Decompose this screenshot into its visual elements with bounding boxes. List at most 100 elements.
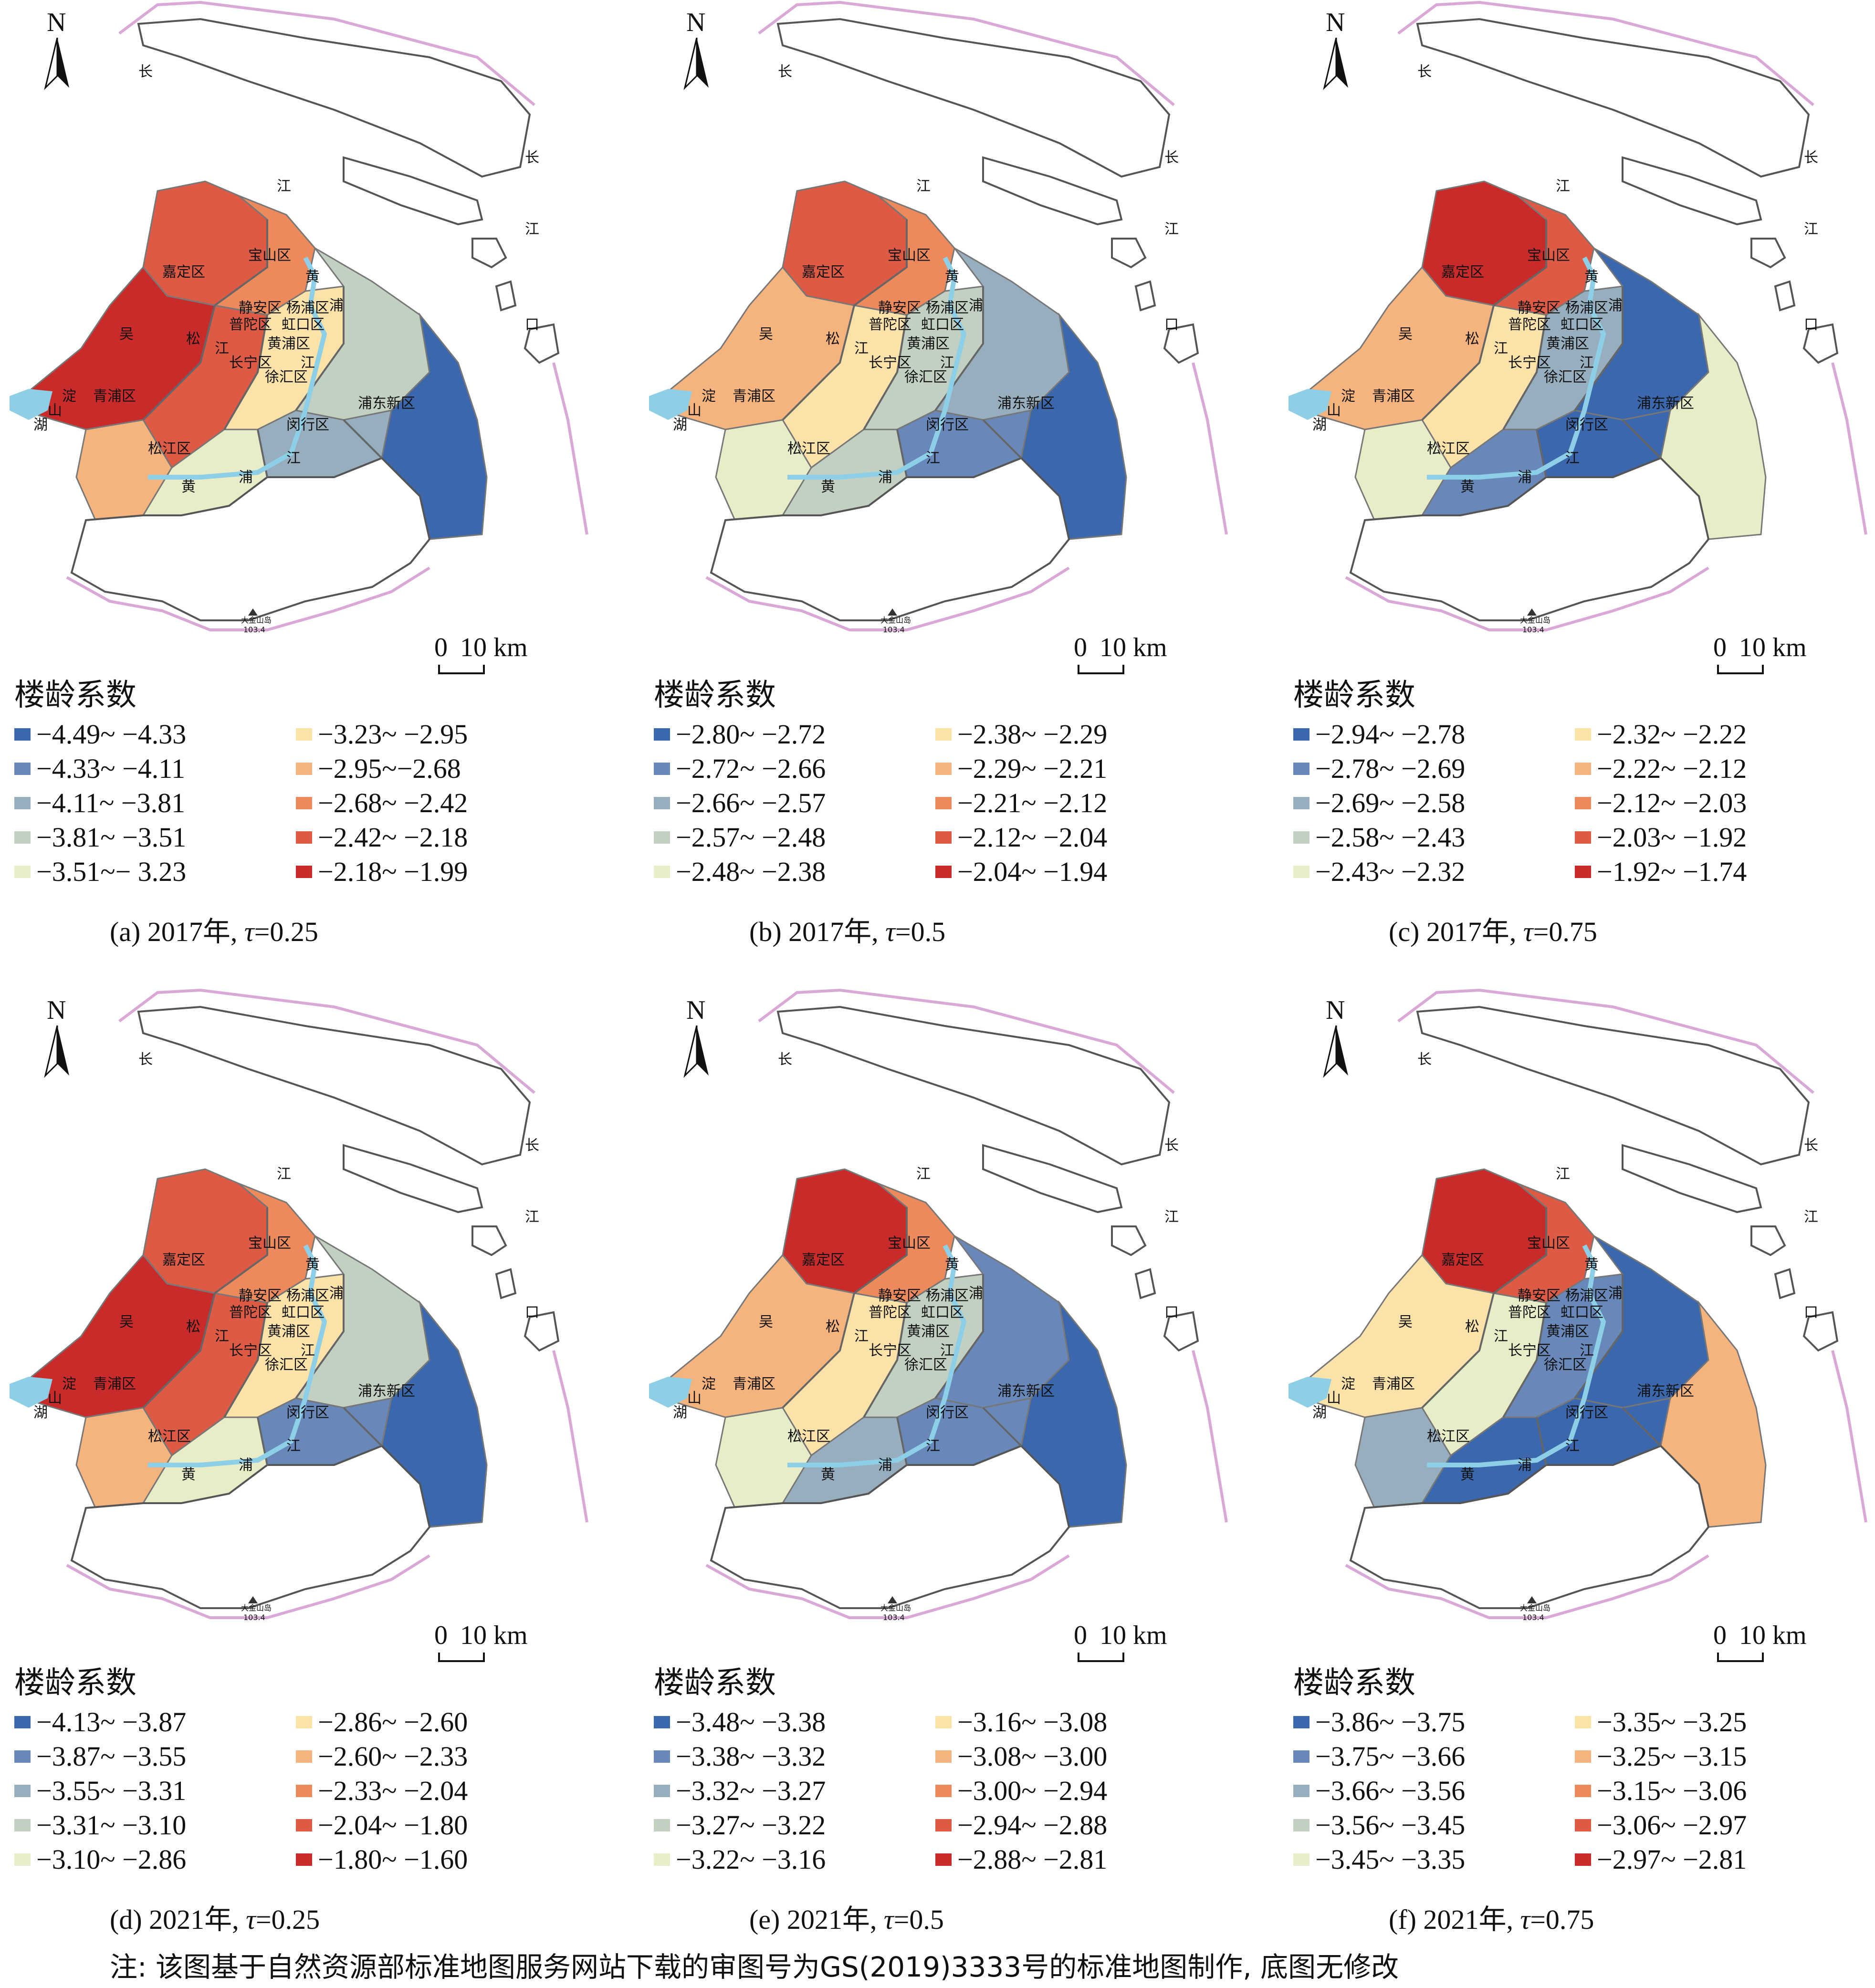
legend-label: −3.22~ −3.16 — [676, 1844, 826, 1875]
label-peak-name: 大金山岛 — [241, 616, 272, 625]
label-shan: 山 — [687, 402, 702, 419]
label-yangpu: 杨浦区 — [286, 1287, 329, 1304]
legend-item: −3.08~ −3.00 — [935, 1740, 1107, 1772]
label-kou: 口 — [1804, 1304, 1818, 1321]
legend-swatch — [1293, 796, 1309, 809]
legend-item: −3.31~ −3.10 — [14, 1809, 186, 1841]
label-dian: 淀 — [1341, 1376, 1355, 1392]
legend-swatch — [14, 865, 31, 878]
jiuduansha-2 — [1163, 1311, 1199, 1352]
legend-item: −2.03~ −1.92 — [1575, 821, 1747, 853]
chongming-island — [776, 18, 1171, 178]
legend-item: −3.51~− 3.23 — [14, 856, 186, 888]
footnote: 注: 该图基于自然资源部标准地图服务网站下载的审图号为GS(2019)3333号… — [110, 1951, 1399, 1983]
label-jiang-wusong: 江 — [1494, 340, 1508, 357]
scale-bar-line — [1078, 665, 1124, 674]
legend-label: −2.58~ −2.43 — [1315, 822, 1466, 853]
label-dian: 淀 — [62, 388, 76, 405]
north-arrow-icon — [44, 37, 69, 90]
changxing-island — [982, 1144, 1123, 1214]
legend-item: −2.94~ −2.78 — [1293, 718, 1465, 750]
legend-item: −4.11~ −3.81 — [14, 787, 185, 819]
southern-area — [710, 457, 1070, 621]
caption-tau-value: =0.25 — [255, 1904, 320, 1935]
legend-swatch — [654, 762, 670, 775]
label-yangpu: 杨浦区 — [1565, 1287, 1608, 1304]
label-jingan: 静安区 — [878, 300, 921, 316]
scale-bar: 0 10 km — [1074, 632, 1167, 674]
legend-item: −1.80~ −1.60 — [296, 1843, 468, 1875]
legend-label: −2.60~ −2.33 — [318, 1741, 468, 1772]
legend-item: −3.86~ −3.75 — [1293, 1706, 1465, 1738]
jiuduansha-2 — [1802, 1311, 1839, 1352]
hengsha-island — [471, 238, 507, 269]
label-jingan: 静安区 — [239, 300, 282, 316]
dianshan-lake — [1288, 1377, 1331, 1408]
label-pu-2: 浦 — [239, 1457, 253, 1474]
label-huangpu-district: 黄浦区 — [907, 335, 950, 352]
label-pu-1: 浦 — [969, 297, 983, 314]
coastline — [1397, 988, 1867, 1523]
label-putuo: 普陀区 — [229, 1304, 272, 1321]
legend-label: −1.80~ −1.60 — [318, 1844, 468, 1875]
southern-coast — [705, 1554, 1070, 1619]
legend-item: −3.87~ −3.55 — [14, 1740, 186, 1772]
label-huang-2: 黄 — [1460, 479, 1475, 495]
north-arrow: N — [682, 7, 711, 97]
north-arrow-icon — [1323, 37, 1348, 90]
panel-caption: (b) 2017年, τ=0.5 — [749, 909, 945, 949]
legend-item: −2.68~ −2.42 — [296, 787, 468, 819]
scale-distance: 10 km — [1100, 633, 1167, 662]
label-jiang-4: 江 — [1804, 221, 1818, 238]
north-label: N — [686, 8, 706, 37]
legend-swatch — [1293, 1819, 1309, 1831]
label-pudong: 浦东新区 — [1637, 395, 1694, 412]
scale-distance: 10 km — [1739, 633, 1807, 662]
caption-tau: τ — [1523, 916, 1533, 947]
legend-swatch — [935, 865, 952, 878]
legend-item: −3.06~ −2.97 — [1575, 1809, 1747, 1841]
label-huangpu-district: 黄浦区 — [267, 335, 310, 352]
legend-label: −2.32~ −2.22 — [1597, 719, 1747, 750]
legend-swatch — [935, 1784, 952, 1797]
legend-swatch — [14, 1784, 31, 1797]
caption-tau-value: =0.75 — [1533, 916, 1597, 947]
caption-prefix: (a) 2017年, — [110, 916, 244, 947]
legend-swatch — [935, 1819, 952, 1831]
label-jingan: 静安区 — [1518, 1287, 1561, 1304]
legend-item: −2.78~ −2.69 — [1293, 753, 1465, 785]
caption-prefix: (e) 2021年, — [749, 1904, 884, 1935]
choropleth-map: 嘉定区 宝山区 静安区 杨浦区 普陀区 虹口区 黄浦区 长宁区 徐汇区 闵行区 … — [1288, 988, 1867, 1622]
north-arrow: N — [43, 995, 72, 1085]
label-jiang-3: 江 — [1556, 178, 1570, 195]
legend-item: −2.21~ −2.12 — [935, 787, 1107, 819]
legend-swatch — [14, 762, 31, 775]
label-dian: 淀 — [702, 388, 716, 405]
chongming-island — [776, 1005, 1171, 1166]
label-yangpu: 杨浦区 — [1565, 300, 1608, 316]
label-songjiang: 松江区 — [1427, 1428, 1470, 1445]
legend-label: −3.35~ −3.25 — [1597, 1706, 1747, 1737]
legend-swatch — [654, 1853, 670, 1866]
legend-label: −3.25~ −3.15 — [1597, 1741, 1747, 1772]
label-chang-2: 长 — [525, 1137, 539, 1154]
label-peak-value: 103.4 — [243, 1613, 265, 1622]
legend-label: −3.32~ −3.27 — [676, 1775, 826, 1806]
label-yangpu: 杨浦区 — [926, 300, 969, 316]
jiuduansha — [1134, 280, 1156, 312]
legend-item: −2.12~ −2.03 — [1575, 787, 1747, 819]
legend-label: −3.66~ −3.56 — [1315, 1775, 1466, 1806]
legend-label: −3.86~ −3.75 — [1315, 1706, 1466, 1737]
scale-zero: 0 — [1074, 1621, 1087, 1650]
label-jiang-2: 江 — [1565, 450, 1580, 467]
hengsha-island — [1111, 238, 1147, 269]
label-huang-1: 黄 — [305, 269, 320, 285]
changxing-island — [343, 156, 483, 226]
north-arrow-icon — [683, 1025, 709, 1078]
label-jiang-1: 江 — [1580, 355, 1594, 371]
dianshan-lake — [10, 1377, 52, 1408]
label-huang-2: 黄 — [181, 479, 196, 495]
legend-swatch — [14, 1819, 31, 1831]
jiuduansha — [1774, 1268, 1796, 1299]
legend-swatch — [654, 831, 670, 844]
